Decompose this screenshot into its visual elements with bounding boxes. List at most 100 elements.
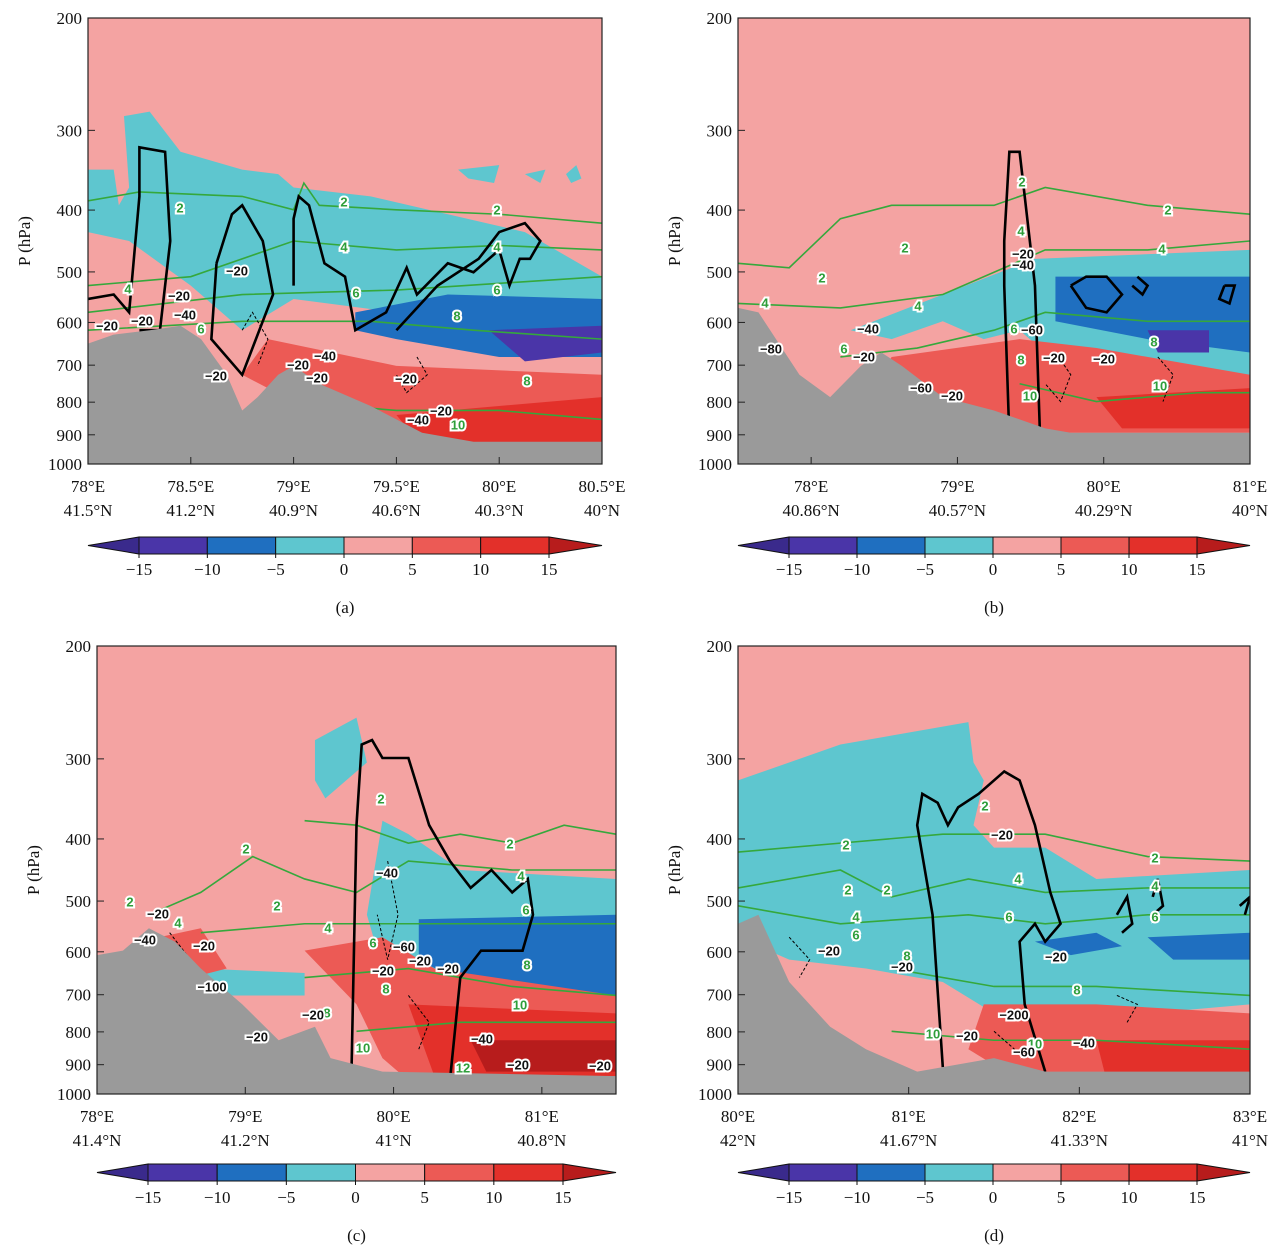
- contour-label: 6: [369, 935, 376, 950]
- colorbar-tick-label: −5: [916, 1188, 934, 1207]
- y-tick-label: 1000: [698, 455, 732, 474]
- contour-label: −20: [1093, 351, 1115, 366]
- contour-label: 4: [1158, 241, 1166, 256]
- x-tick-label: 79.5°E: [373, 477, 420, 496]
- contour-label: −20: [96, 318, 118, 333]
- x-tick-label: 81°E: [525, 1107, 559, 1126]
- contour-label: −20: [956, 1028, 978, 1043]
- lat-label: 41.67°N: [880, 1131, 937, 1150]
- colorbar-tick-label: 10: [485, 1188, 502, 1207]
- contour-label: 8: [453, 308, 460, 323]
- contour-label: −100: [197, 979, 226, 994]
- x-tick-label: 82°E: [1062, 1107, 1096, 1126]
- colorbar-box: [992, 536, 1062, 555]
- y-tick-label: 600: [66, 943, 92, 962]
- contour-label: 2: [273, 898, 280, 913]
- y-tick-label: 600: [707, 313, 733, 332]
- contour-label: 4: [340, 239, 348, 254]
- contour-label: −20: [372, 963, 394, 978]
- colorbar-box: [216, 1163, 287, 1182]
- contour-label: −40: [134, 932, 156, 947]
- x-tick-label: 80°E: [482, 477, 516, 496]
- contour-label: 10: [1028, 1036, 1042, 1051]
- contour-label: 10: [1023, 388, 1037, 403]
- x-tick-label: 78°E: [71, 477, 105, 496]
- contour-label: 4: [517, 868, 525, 883]
- colorbar-box: [856, 536, 926, 555]
- colorbar-tick-label: 15: [541, 560, 558, 579]
- lat-label: 41.2°N: [221, 1131, 270, 1150]
- contour-label: −20: [306, 370, 328, 385]
- y-tick-label: 500: [707, 263, 733, 282]
- colorbar-extend: [1196, 536, 1251, 555]
- contour-label: −40: [314, 348, 336, 363]
- contour-label: 4: [852, 909, 860, 924]
- x-tick-label: 80°E: [376, 1107, 410, 1126]
- contour-label: −20: [853, 349, 875, 364]
- contour-label: 8: [1017, 352, 1024, 367]
- contour-label: −40: [1073, 1035, 1095, 1050]
- colorbar-box: [1060, 1163, 1130, 1182]
- contour-label: 8: [903, 948, 910, 963]
- colorbar-tick-label: 5: [1057, 1188, 1066, 1207]
- y-axis-label: P (hPa): [24, 845, 43, 895]
- contour-label: 8: [523, 373, 530, 388]
- colorbar-tick-label: −10: [844, 560, 871, 579]
- y-tick-label: 700: [707, 356, 733, 375]
- contour-label: −20: [205, 368, 227, 383]
- contour-label: −40: [471, 1031, 493, 1046]
- y-tick-label: 800: [707, 1023, 733, 1042]
- colorbar-box: [355, 1163, 426, 1182]
- contour-label: 10: [451, 417, 465, 432]
- y-tick-label: 800: [707, 393, 733, 412]
- contour-label: −20: [941, 388, 963, 403]
- colorbar-tick-label: −5: [916, 560, 934, 579]
- contour-label: −20: [589, 1058, 611, 1073]
- contour-label: 4: [124, 281, 132, 296]
- colorbar-tick-label: 10: [472, 560, 489, 579]
- contour-label: 8: [323, 1005, 330, 1020]
- contour-label: 6: [1005, 909, 1012, 924]
- contour-label: 10: [1153, 378, 1167, 393]
- plot-frame: [737, 645, 1251, 1095]
- contour-label: 2: [176, 200, 183, 215]
- contour-label: −20: [302, 1007, 324, 1022]
- contour-label: 2: [242, 841, 249, 856]
- lat-label: 40.29°N: [1075, 501, 1132, 520]
- contour-label: −60: [1021, 322, 1043, 337]
- contour-label: 6: [197, 321, 204, 336]
- contour-label: −20: [193, 938, 215, 953]
- y-tick-label: 400: [66, 830, 92, 849]
- colorbar-extend: [87, 536, 140, 555]
- contour-label: −20: [1043, 350, 1065, 365]
- contour-label: 8: [1150, 334, 1157, 349]
- x-tick-label: 80°E: [721, 1107, 755, 1126]
- contour-label: 4: [1151, 878, 1159, 893]
- panel-label: (a): [336, 598, 355, 617]
- contour-label: 12: [456, 1060, 470, 1075]
- y-tick-label: 300: [707, 121, 733, 140]
- contour-label: 6: [1010, 321, 1017, 336]
- lat-label: 40°N: [584, 501, 620, 520]
- contour-label: 2: [340, 194, 347, 209]
- y-tick-label: 200: [707, 637, 733, 656]
- lat-label: 40.6°N: [372, 501, 421, 520]
- contour-label: −20: [507, 1057, 529, 1072]
- panel-label: (d): [984, 1226, 1004, 1245]
- colorbar-tick-label: 0: [989, 1188, 998, 1207]
- lat-label: 40.3°N: [475, 501, 524, 520]
- contour-label: 2: [506, 836, 513, 851]
- contour-label: 2: [493, 202, 500, 217]
- lat-label: 41.4°N: [73, 1131, 122, 1150]
- y-tick-label: 700: [66, 986, 92, 1005]
- y-tick-label: 400: [707, 201, 733, 220]
- plot-frame: [87, 17, 603, 465]
- contour-label: −60: [1013, 1044, 1035, 1059]
- contour-label: −40: [857, 321, 879, 336]
- contour-label: 6: [493, 282, 500, 297]
- contour-label: 4: [914, 298, 922, 313]
- contour-label: 6: [840, 341, 847, 356]
- y-tick-label: 900: [707, 1056, 733, 1075]
- y-tick-label: 300: [57, 121, 83, 140]
- colorbar-tick-label: −15: [135, 1188, 162, 1207]
